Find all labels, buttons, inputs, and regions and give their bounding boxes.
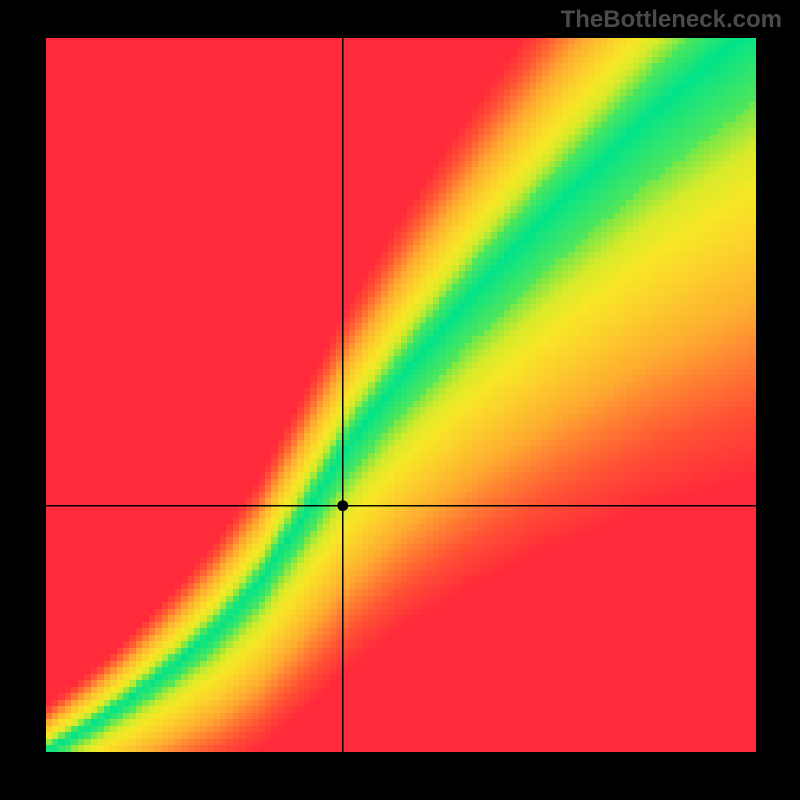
heatmap-canvas bbox=[46, 38, 756, 752]
watermark-text: TheBottleneck.com bbox=[561, 6, 782, 34]
chart-container: TheBottleneck.com bbox=[0, 0, 800, 800]
